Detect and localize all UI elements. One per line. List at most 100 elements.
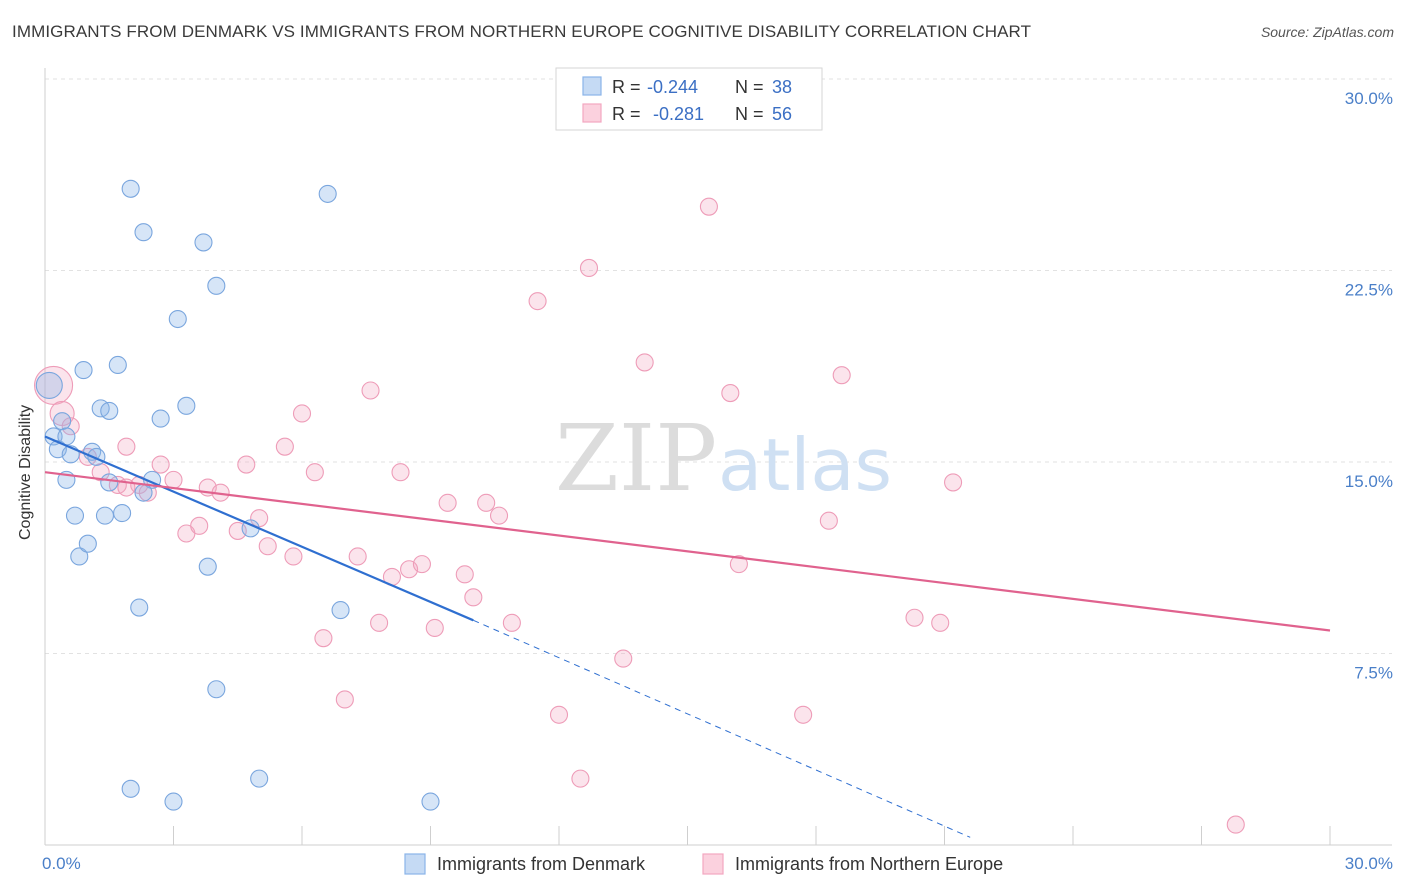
denmark-point-27 (198, 557, 217, 576)
northern-point-22 (305, 463, 324, 482)
denmark-point-10 (74, 361, 93, 380)
source-label: Source: ZipAtlas.com (1260, 24, 1394, 40)
axes (44, 68, 1392, 846)
denmark-point-26 (194, 233, 213, 252)
northern-point-25 (348, 547, 367, 566)
watermark-atlas: atlas (718, 423, 892, 507)
y-tick-label-2: 22.5% (1345, 281, 1393, 300)
northern-point-40 (549, 705, 569, 724)
northern-point-38 (502, 613, 521, 632)
northern-point-12 (190, 516, 209, 535)
northern-point-29 (391, 463, 410, 482)
northern-point-44 (635, 353, 654, 372)
northern-point-18 (258, 537, 277, 556)
northern-point-50 (832, 366, 851, 385)
denmark-point-15 (108, 355, 127, 375)
denmark-point-3 (53, 412, 72, 431)
denmark-point-19 (130, 598, 149, 617)
legend-swatch-denmark (404, 853, 426, 875)
northern-point-33 (438, 493, 457, 512)
northern-point-39 (528, 292, 547, 311)
denmark-point-33 (331, 601, 350, 620)
denmark-point-7 (70, 547, 89, 566)
x-tick-label-0: 0.0% (42, 854, 81, 873)
denmark-point-0 (35, 371, 63, 399)
denmark-point-16 (113, 504, 132, 523)
denmark-point-35 (121, 779, 140, 798)
northern-point-31 (412, 555, 431, 574)
watermark-zip: ZIP (555, 405, 717, 512)
stats-n-value-1: 38 (772, 77, 792, 97)
northern-point-37 (489, 506, 509, 525)
stats-n-label-2: N = (735, 104, 764, 124)
northern-point-2 (61, 417, 80, 436)
stats-r-label-2: R = (612, 104, 641, 124)
northern-point-41 (571, 769, 590, 788)
y-tick-label-1: 15.0% (1345, 472, 1393, 491)
northern-point-48 (794, 705, 813, 724)
denmark-point-17 (95, 506, 115, 525)
chart-title: IMMIGRANTS FROM DENMARK VS IMMIGRANTS FR… (12, 22, 1032, 41)
stats-r-value-1: -0.244 (647, 77, 698, 97)
northern-point-21 (292, 404, 312, 423)
northern-point-51 (905, 608, 924, 627)
stats-swatch-denmark (582, 76, 602, 96)
denmark-point-23 (151, 409, 170, 428)
stats-n-label-1: N = (735, 77, 764, 97)
northern-point-32 (425, 618, 444, 638)
denmark-point-34 (421, 792, 440, 811)
denmark-point-20 (134, 223, 153, 242)
legend-label-denmark: Immigrants from Denmark (437, 854, 646, 874)
denmark-point-13 (100, 401, 119, 420)
denmark-point-22 (134, 483, 153, 502)
northern-point-20 (284, 547, 303, 566)
stats-r-value-2: -0.281 (653, 104, 704, 124)
northern-point-52 (931, 613, 950, 632)
denmark-trend-extension (473, 619, 971, 838)
stats-r-label-1: R = (612, 77, 641, 97)
stats-swatch-northern (582, 103, 602, 123)
watermark: ZIP atlas (555, 405, 892, 512)
denmark-point-29 (207, 680, 226, 699)
northern-point-16 (237, 455, 256, 474)
tick-labels: 7.5% 15.0% 22.5% 30.0% 0.0% 30.0% (42, 89, 1393, 873)
denmark-point-14 (100, 473, 119, 492)
northern-point-27 (370, 613, 389, 632)
stats-n-value-2: 56 (772, 104, 792, 124)
trend-lines (44, 435, 1331, 838)
legend-swatch-northern (702, 853, 724, 875)
northern-point-46 (721, 384, 740, 403)
y-tick-label-0: 7.5% (1354, 664, 1393, 683)
grid-lines (45, 78, 1392, 654)
northern-trend-line (44, 471, 1331, 632)
northern-point-26 (361, 381, 380, 400)
northern-point-10 (164, 470, 183, 489)
denmark-trend-line (44, 435, 474, 622)
northern-point-42 (579, 258, 599, 277)
northern-point-35 (464, 588, 483, 607)
denmark-point-18 (121, 179, 140, 198)
denmark-point-28 (207, 276, 226, 295)
northern-point-19 (275, 437, 294, 456)
northern-point-53 (944, 473, 963, 492)
northern-point-45 (699, 197, 718, 216)
northern-point-54 (1226, 815, 1245, 834)
data-points (34, 179, 1245, 834)
stats-box: R = -0.244 N = 38 R = -0.281 N = 56 (555, 67, 823, 131)
northern-point-49 (819, 511, 838, 530)
denmark-point-25 (177, 396, 196, 415)
denmark-point-6 (65, 506, 85, 525)
y-tick-label-3: 30.0% (1345, 89, 1393, 108)
denmark-point-8 (78, 534, 97, 553)
northern-point-24 (335, 690, 354, 709)
northern-point-47 (729, 555, 748, 574)
denmark-point-24 (168, 309, 187, 329)
northern-point-9 (151, 455, 170, 474)
x-tick-label-1: 30.0% (1345, 854, 1393, 873)
northern-point-36 (477, 493, 496, 512)
northern-point-43 (614, 649, 633, 668)
denmark-point-32 (318, 184, 337, 203)
legend-label-northern: Immigrants from Northern Europe (735, 854, 1003, 874)
denmark-point-31 (250, 769, 269, 788)
